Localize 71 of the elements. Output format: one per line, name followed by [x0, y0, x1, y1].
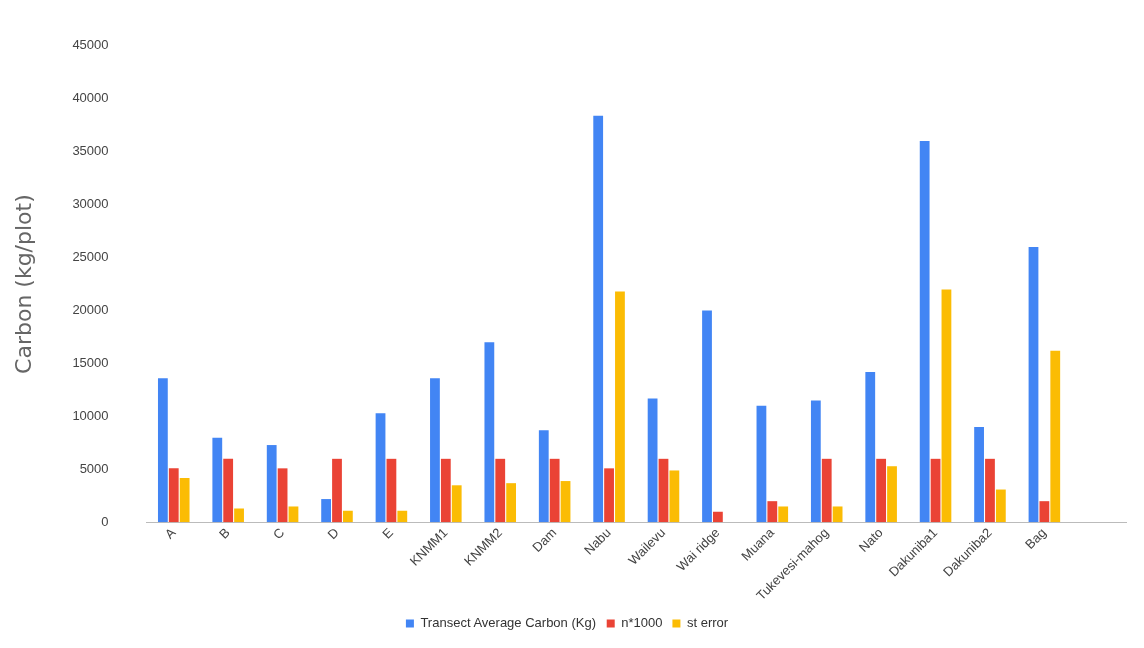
bar [593, 115, 604, 523]
bar [887, 466, 897, 523]
bar [1050, 350, 1061, 523]
y-tick-label: 40000 [72, 90, 109, 106]
bar [865, 371, 876, 523]
y-tick-label: 0 [101, 513, 109, 529]
x-tick-label: D [324, 524, 342, 543]
bar [212, 437, 223, 523]
bar [560, 481, 571, 523]
bar [157, 378, 168, 523]
bar [386, 458, 397, 523]
bar [332, 458, 342, 523]
y-tick-label: 10000 [72, 408, 109, 424]
bar [604, 468, 614, 523]
y-axis-title: Carbon (kg/plot) [10, 194, 36, 374]
bar [930, 458, 941, 523]
y-tick-label: 35000 [72, 143, 109, 159]
bar [647, 398, 658, 523]
bar [223, 458, 234, 523]
bar [179, 477, 190, 523]
bar [756, 405, 767, 523]
bar [919, 141, 930, 523]
bar [1039, 501, 1050, 523]
bar [876, 458, 887, 523]
x-tick-label: Nato [855, 524, 886, 555]
y-tick-label: 5000 [79, 460, 109, 476]
x-tick-label: Bag [1022, 524, 1050, 552]
x-tick-label: B [216, 524, 233, 542]
bar [767, 501, 778, 523]
y-tick-label: 20000 [72, 302, 109, 318]
legend-label: Transect Average Carbon (Kg) [420, 615, 596, 631]
y-tick-label: 15000 [72, 355, 109, 371]
bar [397, 510, 408, 523]
bar [484, 342, 495, 523]
bar [430, 378, 440, 523]
bar [669, 470, 680, 523]
bar [702, 310, 712, 523]
bar [375, 413, 386, 523]
bar [821, 458, 832, 523]
bar [941, 289, 952, 523]
bar [995, 489, 1006, 523]
y-tick-label: 25000 [72, 249, 109, 265]
bar [549, 458, 560, 523]
legend-label: st error [686, 615, 729, 631]
bar [538, 430, 549, 523]
x-tick-label: E [379, 524, 397, 542]
bar [288, 506, 299, 523]
bar [277, 468, 288, 523]
bar [810, 400, 821, 523]
x-tick-label: A [161, 524, 179, 542]
bar [440, 458, 451, 523]
bar [266, 445, 277, 523]
bar [234, 508, 244, 523]
bar [778, 506, 789, 523]
bar [713, 511, 723, 523]
bar [451, 485, 462, 523]
bar [985, 458, 995, 523]
bar [658, 458, 669, 523]
legend-label: n*1000 [621, 615, 663, 631]
bar [832, 506, 843, 523]
y-tick-label: 45000 [72, 37, 109, 53]
bar [974, 427, 984, 523]
bar [495, 458, 506, 523]
bar [321, 499, 332, 523]
y-tick-label: 30000 [72, 196, 109, 212]
x-tick-label: C [269, 524, 288, 543]
bar [506, 483, 517, 523]
bar [615, 291, 625, 523]
bar [168, 468, 179, 523]
bar [342, 510, 353, 523]
bar [1028, 247, 1039, 523]
